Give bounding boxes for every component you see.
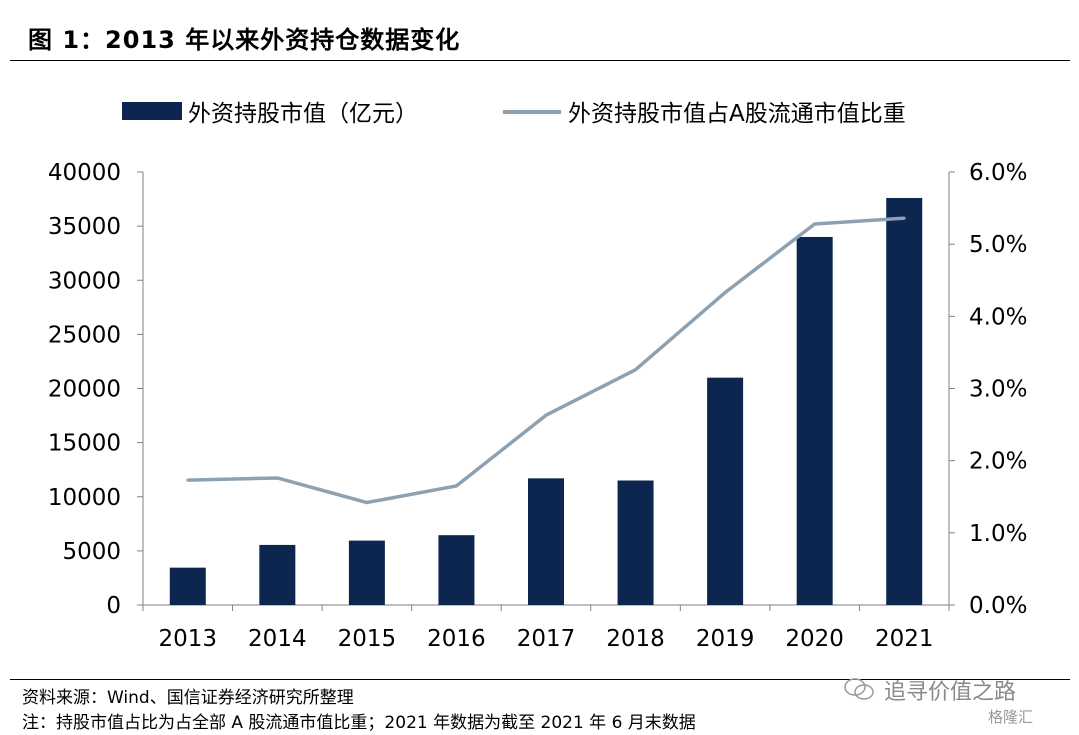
x-tick-label: 2018 xyxy=(606,626,665,652)
bar xyxy=(886,197,923,606)
bar xyxy=(169,567,206,605)
bar xyxy=(617,480,654,605)
x-tick-label: 2020 xyxy=(785,626,844,652)
line-point xyxy=(544,413,548,417)
x-tick-label: 2014 xyxy=(248,626,307,652)
legend-bar-label: 外资持股市值（亿元） xyxy=(188,101,418,127)
bar xyxy=(528,478,564,605)
left-tick-label: 35000 xyxy=(48,214,121,240)
line-point xyxy=(634,368,638,372)
left-tick-label: 30000 xyxy=(48,268,121,294)
line-point xyxy=(902,216,906,220)
legend-bar-swatch xyxy=(122,102,182,120)
left-tick-label: 40000 xyxy=(48,160,121,186)
bar-series xyxy=(169,197,923,606)
source-note: 资料来源：Wind、国信证券经济研究所整理 xyxy=(22,688,354,708)
left-tick-label: 15000 xyxy=(48,431,121,457)
line-point xyxy=(275,476,279,480)
watermark: 追寻价值之路 格隆汇 xyxy=(838,672,1068,732)
footer-divider xyxy=(10,679,1070,680)
right-tick-label: 3.0% xyxy=(969,377,1027,403)
bar xyxy=(438,535,475,605)
left-tick-label: 20000 xyxy=(48,377,121,403)
line-point xyxy=(365,501,369,505)
right-tick-label: 1.0% xyxy=(969,521,1027,547)
x-tick-label: 2017 xyxy=(517,626,576,652)
watermark-text: 追寻价值之路 xyxy=(884,680,1017,705)
x-tick-label: 2021 xyxy=(875,626,934,652)
legend: 外资持股市值（亿元） 外资持股市值占A股流通市值比重 xyxy=(122,101,906,127)
line-point xyxy=(723,291,727,295)
x-tick-label: 2019 xyxy=(696,626,755,652)
tick-labels: 0 5000 10000 15000 20000 25000 30000 35000 40000… xyxy=(48,160,1028,652)
bar xyxy=(796,236,833,605)
line-point xyxy=(813,222,817,226)
x-tick-label: 2015 xyxy=(338,626,397,652)
title-bar: 图 1：2013 年以来外资持仓数据变化 xyxy=(10,14,1070,61)
watermark-small: 格隆汇 xyxy=(988,708,1034,726)
legend-line-label: 外资持股市值占A股流通市值比重 xyxy=(568,101,906,127)
left-tick-label: 10000 xyxy=(48,485,121,511)
left-tick-label: 0 xyxy=(106,593,121,619)
right-tick-label: 6.0% xyxy=(969,160,1027,186)
right-tick-label: 0.0% xyxy=(969,593,1027,619)
line-point xyxy=(186,478,190,482)
left-tick-label: 5000 xyxy=(62,539,121,565)
x-tick-label: 2013 xyxy=(159,626,218,652)
chart-title: 图 1：2013 年以来外资持仓数据变化 xyxy=(28,26,461,54)
line-series xyxy=(186,216,906,505)
wechat-icon xyxy=(844,678,874,700)
bar xyxy=(707,377,744,605)
bar xyxy=(259,544,296,605)
x-tick-label: 2016 xyxy=(427,626,486,652)
right-tick-label: 4.0% xyxy=(969,304,1027,330)
right-tick-label: 2.0% xyxy=(969,449,1027,475)
bar xyxy=(348,540,385,605)
left-tick-label: 25000 xyxy=(48,322,121,348)
footnote: 注：持股市值占比为占全部 A 股流通市值比重；2021 年数据为截至 2021 … xyxy=(22,713,696,733)
line-point xyxy=(454,484,458,488)
right-tick-label: 5.0% xyxy=(969,232,1027,258)
